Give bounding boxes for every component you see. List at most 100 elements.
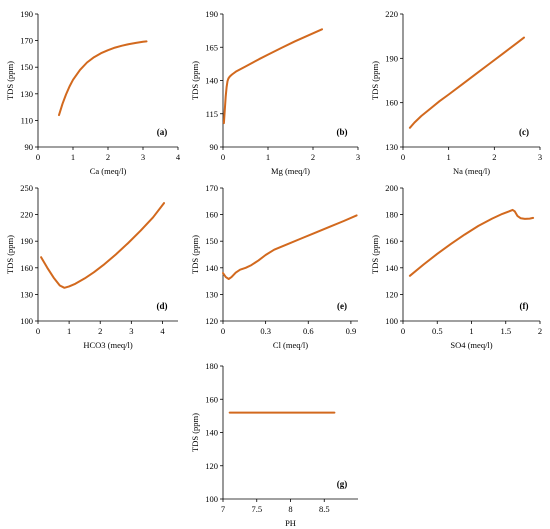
x-axis-label: Mg (meq/l)	[271, 166, 310, 176]
panel-tag-label: (f)	[520, 301, 529, 311]
y-axis-label: TDS (ppm)	[5, 235, 15, 274]
x-axis-label: SO4 (meq/l)	[450, 340, 492, 350]
x-tick-label: 4	[160, 326, 165, 336]
panel-tag-label: (g)	[337, 479, 348, 489]
x-tick-label: 1	[266, 152, 270, 162]
chart-panel-a: 0 1 2 3 4 90 110 130 150 170 190 Ca (meq/l) TDS (ppm…	[5, 9, 181, 176]
x-tick-label: 7.5	[251, 504, 262, 514]
x-tick-label: 0	[36, 152, 40, 162]
x-tick-label: 2	[492, 152, 496, 162]
chart-panel-g: 7 7.5 8 8.5 100 120 140 160 180 PH TDS (ppm) (g)	[190, 361, 358, 528]
x-tick-label: 0.5	[432, 326, 443, 336]
chart-panel-e: 0 0.3 0.6 0.9 120 130 140 150 160 170 Cl (meq/l) TD…	[190, 183, 358, 350]
panel-tag-label: (a)	[157, 127, 168, 137]
y-tick-label: 140	[385, 263, 398, 273]
chart-panel-c: 0 1 2 3 130 160 190 220 Na (meq/l) TDS (ppm) (c)	[370, 9, 542, 176]
y-tick-label: 115	[206, 109, 218, 119]
x-tick-label: 7	[221, 504, 225, 514]
y-axis-label: TDS (ppm)	[190, 413, 200, 452]
y-tick-label: 160	[385, 98, 398, 108]
y-tick-label: 140	[205, 263, 218, 273]
series-line-b	[222, 28, 323, 125]
x-axis-label: Na (meq/l)	[453, 166, 490, 176]
panel-tag-label: (b)	[337, 127, 348, 137]
x-tick-label: 1	[447, 152, 451, 162]
y-tick-label: 160	[20, 263, 33, 273]
x-axis-label: Ca (meq/l)	[90, 166, 127, 176]
y-tick-label: 190	[20, 9, 33, 19]
y-tick-label: 90	[210, 142, 219, 152]
y-axis-label: TDS (ppm)	[370, 235, 380, 274]
chart-panel-f: 0 0.5 1 1.5 2 100 120 140 160 180 200 SO4 (meq/l) TD…	[370, 183, 542, 350]
y-tick-label: 120	[205, 316, 218, 326]
x-axis-label: Cl (meq/l)	[273, 340, 308, 350]
y-tick-label: 150	[20, 62, 33, 72]
y-tick-label: 200	[385, 183, 398, 193]
x-tick-label: 3	[356, 152, 360, 162]
series-line-f	[408, 208, 535, 277]
x-tick-label: 1	[71, 152, 75, 162]
y-tick-label: 180	[385, 210, 398, 220]
y-tick-label: 160	[205, 394, 218, 404]
y-tick-label: 100	[20, 316, 33, 326]
y-tick-label: 150	[205, 236, 218, 246]
y-tick-label: 220	[20, 210, 33, 220]
y-tick-label: 160	[385, 236, 398, 246]
x-tick-label: 0.3	[260, 326, 271, 336]
y-tick-label: 130	[20, 289, 33, 299]
y-axis-label: TDS (ppm)	[370, 61, 380, 100]
series-line-a	[58, 40, 148, 117]
panel-tag-label: (e)	[337, 301, 347, 311]
y-tick-label: 190	[385, 53, 398, 63]
y-tick-label: 100	[385, 316, 398, 326]
x-tick-label: 1	[67, 326, 71, 336]
y-tick-label: 190	[205, 9, 218, 19]
y-tick-label: 110	[21, 115, 33, 125]
y-tick-label: 100	[205, 494, 218, 504]
x-tick-label: 1	[469, 326, 473, 336]
y-tick-label: 180	[205, 361, 218, 371]
x-tick-label: 0	[221, 152, 225, 162]
y-tick-label: 140	[205, 76, 218, 86]
y-tick-label: 140	[205, 428, 218, 438]
x-tick-label: 0	[221, 326, 225, 336]
series-line-e	[222, 214, 358, 280]
x-axis-label: PH	[285, 518, 296, 528]
x-tick-label: 0	[401, 326, 405, 336]
y-tick-label: 130	[20, 89, 33, 99]
y-tick-label: 250	[20, 183, 33, 193]
y-tick-label: 165	[205, 42, 218, 52]
x-tick-label: 2	[106, 152, 110, 162]
x-tick-label: 3	[129, 326, 133, 336]
x-tick-label: 2	[98, 326, 102, 336]
y-tick-label: 90	[25, 142, 34, 152]
series-line-d	[40, 202, 165, 289]
x-tick-label: 3	[538, 152, 542, 162]
x-tick-label: 8.5	[319, 504, 330, 514]
y-tick-label: 160	[205, 210, 218, 220]
y-tick-label: 170	[20, 36, 33, 46]
panel-tag-label: (d)	[157, 301, 168, 311]
panel-tag-label: (c)	[519, 127, 529, 137]
x-tick-label: 0.9	[346, 326, 357, 336]
y-tick-label: 120	[385, 289, 398, 299]
x-tick-label: 0	[401, 152, 405, 162]
y-tick-label: 170	[205, 183, 218, 193]
chart-panel-b: 0 1 2 3 90 115 140 165 190 Mg (meq/l) TDS (ppm) (b)	[190, 9, 360, 176]
series-line-c	[408, 36, 525, 129]
y-tick-label: 130	[205, 289, 218, 299]
x-tick-label: 4	[176, 152, 181, 162]
x-axis-label: HCO3 (meq/l)	[83, 340, 133, 350]
y-axis-label: TDS (ppm)	[190, 235, 200, 274]
y-axis-label: TDS (ppm)	[5, 61, 15, 100]
y-axis-label: TDS (ppm)	[190, 61, 200, 100]
chart-panel-d: 0 1 2 3 4 100 130 160 190 220 250 HCO3 (meq/l) TDS (…	[5, 183, 178, 350]
x-tick-label: 8	[288, 504, 292, 514]
y-tick-label: 220	[385, 9, 398, 19]
x-tick-label: 1.5	[500, 326, 511, 336]
x-tick-label: 0	[36, 326, 40, 336]
y-tick-label: 190	[20, 236, 33, 246]
y-tick-label: 130	[385, 142, 398, 152]
y-tick-label: 120	[205, 461, 218, 471]
